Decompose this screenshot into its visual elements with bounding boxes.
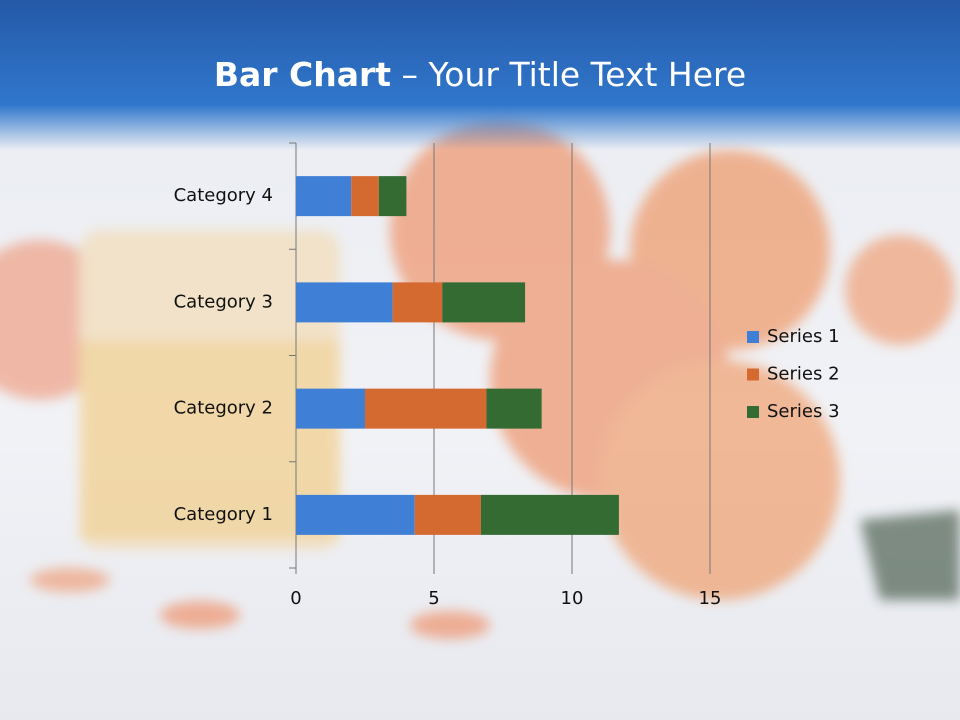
y-tick-label: Category 3 bbox=[174, 291, 273, 312]
bar-segment bbox=[392, 282, 443, 323]
bar-segment bbox=[378, 176, 407, 217]
slide-title: Bar Chart – Your Title Text Here bbox=[0, 0, 960, 150]
x-tick-label: 10 bbox=[561, 588, 584, 609]
bar-segment bbox=[480, 494, 619, 535]
x-tick-label: 0 bbox=[290, 588, 301, 609]
legend-swatch bbox=[747, 406, 759, 418]
title-bold: Bar Chart bbox=[213, 55, 392, 94]
bar-segment bbox=[296, 388, 365, 429]
legend-swatch bbox=[747, 368, 759, 381]
bar-segment bbox=[296, 282, 393, 323]
y-tick-label: Category 2 bbox=[174, 398, 273, 419]
legend-label: Series 3 bbox=[767, 401, 840, 422]
title-rest: – Your Title Text Here bbox=[401, 55, 747, 94]
x-tick-label: 5 bbox=[428, 588, 439, 609]
x-tick-label: 15 bbox=[699, 588, 722, 609]
y-tick-label: Category 1 bbox=[174, 504, 273, 525]
bar-segment bbox=[365, 388, 487, 429]
bar-segment bbox=[296, 494, 415, 535]
bar-segment bbox=[442, 282, 526, 323]
legend-label: Series 2 bbox=[767, 364, 840, 385]
bar-segment bbox=[486, 388, 542, 429]
legend-swatch bbox=[747, 331, 759, 343]
bar-segment bbox=[351, 176, 379, 217]
y-tick-label: Category 4 bbox=[174, 185, 273, 206]
bar-segment bbox=[296, 176, 352, 217]
legend-label: Series 1 bbox=[767, 326, 840, 347]
bar-segment bbox=[414, 494, 481, 535]
